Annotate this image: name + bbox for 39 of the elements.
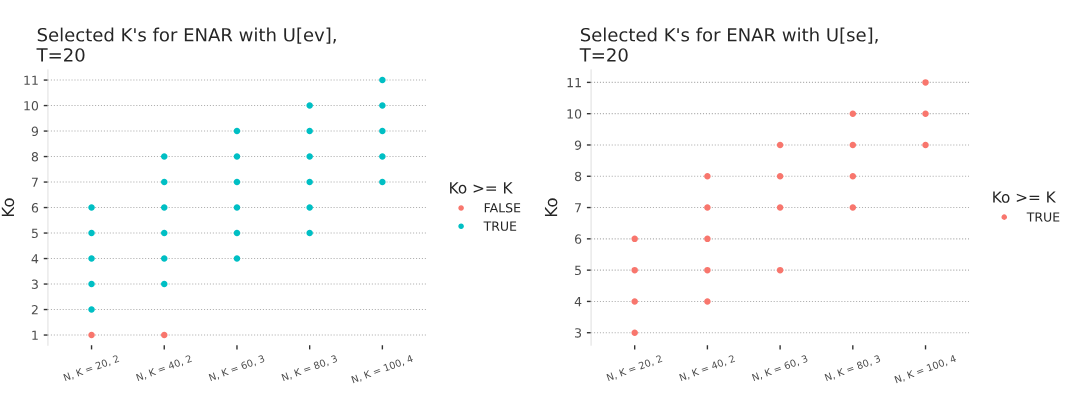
x-tick-label: N, K = 60, 3 [208,354,266,383]
legend-title: Ko >= K [993,191,1056,203]
y-tick-label: 9 [31,126,39,136]
y-tick-label: 4 [31,254,39,264]
x-tick-label: N, K = 20, 2 [63,354,120,383]
y-tick-label: 7 [31,177,38,187]
y-tick-label: 10 [567,109,582,119]
y-axis-title: Ko [544,198,558,217]
y-tick-label: 9 [574,140,582,150]
x-tick-label: N, K = 40, 2 [679,354,736,383]
y-tick-label: 8 [31,152,39,162]
y-tick-label: 6 [31,203,39,213]
x-tick-label: N, K = 40, 2 [135,354,193,383]
legend-label: FALSE [484,203,521,213]
legend-label: TRUE [483,221,517,231]
x-tick-label: N, K = 100, 4 [894,354,957,385]
y-tick-label: 6 [574,234,582,244]
y-tick-label: 5 [31,228,38,238]
chart-title: Selected K's for ENAR with U[se], T=20 [579,27,878,62]
x-tick-label: N, K = 80, 3 [281,354,338,383]
y-tick-label: 7 [575,203,581,213]
y-tick-label: 11 [567,78,581,88]
legend-title: Ko >= K [450,182,513,194]
y-tick-label: 3 [31,279,38,289]
x-tick-label: N, K = 100, 4 [351,354,414,385]
chart-title: Selected K's for ENAR with U[ev], T=20 [36,27,336,62]
y-tick-label: 10 [24,101,39,111]
y-tick-label: 1 [32,330,38,340]
legend-label: TRUE [1026,212,1060,222]
y-tick-label: 11 [24,75,38,85]
x-tick-label: N, K = 80, 3 [824,354,882,383]
y-tick-label: 4 [574,297,582,307]
y-tick-label: 5 [575,265,581,276]
y-tick-label: 2 [31,305,38,315]
x-tick-label: N, K = 20, 2 [606,354,663,383]
y-tick-label: 8 [574,171,582,182]
y-tick-label: 3 [575,328,582,338]
y-axis-title: Ko [1,198,15,217]
x-tick-label: N, K = 60, 3 [751,354,809,383]
